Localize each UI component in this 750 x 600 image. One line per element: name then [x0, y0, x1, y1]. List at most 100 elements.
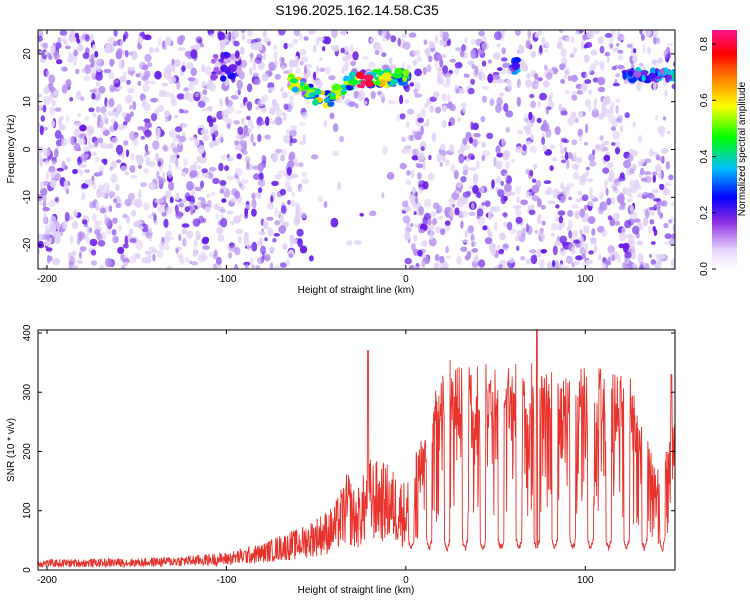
spectrogram-speckle: [73, 61, 77, 66]
spectrogram-speckle: [481, 85, 490, 91]
spectrogram-speckle: [461, 210, 469, 218]
spectrogram-cells: [38, 30, 675, 269]
spectrogram-speckle: [566, 182, 575, 188]
spectrogram-speckle: [156, 170, 160, 179]
spectrogram-speckle: [629, 179, 635, 188]
spectrogram-signal-blob: [210, 73, 218, 81]
spectrogram-speckle: [455, 47, 463, 52]
spectrogram-speckle: [467, 225, 475, 234]
spectrogram-speckle: [448, 144, 455, 153]
spectrogram-speckle: [496, 96, 503, 106]
spectrogram-speckle: [219, 98, 223, 107]
spectrogram-speckle: [288, 68, 293, 74]
spectrogram-speckle: [669, 238, 675, 247]
spectrogram-speckle: [290, 124, 298, 131]
spectrogram-speckle: [442, 82, 451, 88]
spectrogram-speckle: [664, 233, 673, 240]
spectrogram-speckle: [251, 198, 257, 209]
spectrogram-speckle: [124, 235, 129, 245]
spectrogram-speckle: [560, 155, 567, 159]
spectrogram-speckle: [575, 30, 580, 35]
spectrogram-speckle: [105, 205, 109, 213]
spectrogram-speckle: [127, 87, 135, 94]
spectrogram-speckle: [143, 34, 152, 41]
spectrogram-speckle: [119, 75, 127, 83]
spectrogram-speckle: [197, 165, 201, 170]
spectrogram-speckle: [662, 188, 671, 196]
spectrogram-speckle: [124, 31, 129, 39]
spectrogram-speckle: [292, 38, 299, 44]
spectrogram-speckle: [96, 64, 102, 73]
spectrogram-speckle: [319, 57, 323, 61]
snr-panel: -200 -100 0 100 0 100 200 300 400 Height of str…: [6, 324, 676, 596]
spectrogram-speckle: [653, 151, 658, 157]
spectrogram-speckle: [91, 92, 96, 100]
spectrogram-speckle: [418, 205, 424, 216]
spectrogram-speckle: [233, 120, 241, 125]
spectrogram-speckle: [457, 117, 461, 122]
spectrogram-speckle: [660, 200, 665, 207]
spectrogram-speckle: [607, 256, 612, 266]
spectrogram-speckle: [639, 261, 645, 266]
spectrogram-speckle: [254, 41, 260, 51]
spectrogram-speckle: [537, 214, 542, 220]
spectrogram-speckle: [108, 190, 114, 198]
spectrogram-speckle: [471, 248, 479, 253]
spectrogram-speckle: [413, 266, 420, 269]
spectrogram-speckle: [248, 163, 254, 171]
spectrogram-speckle: [195, 43, 201, 51]
spectrogram-speckle: [175, 166, 181, 171]
spectrogram-speckle: [228, 252, 233, 259]
spectrogram-speckle: [427, 218, 432, 226]
spectrogram-speckle: [644, 158, 652, 163]
spectrogram-speckle: [281, 91, 289, 99]
spectrogram-speckle: [166, 265, 173, 269]
spectrogram-speckle: [220, 217, 228, 228]
spectrogram-speckle: [76, 259, 83, 265]
spectrogram-speckle: [294, 202, 301, 209]
spectrogram-speckle: [606, 197, 612, 206]
spectrogram-speckle: [626, 43, 633, 48]
spectrogram-speckle: [289, 95, 294, 102]
spectrogram-speckle: [246, 160, 250, 170]
spectrogram-speckle: [162, 172, 166, 178]
spectrogram-speckle: [200, 199, 207, 209]
spectrogram-speckle: [38, 104, 43, 110]
spectrogram-speckle: [405, 179, 412, 186]
spectrogram-speckle: [639, 264, 645, 269]
spectrogram-speckle: [426, 118, 430, 127]
spectrogram-speckle: [38, 233, 41, 240]
spectrogram-speckle: [585, 166, 590, 171]
spectrogram-speckle: [670, 258, 675, 269]
spectrogram-speckle: [259, 172, 264, 181]
spectrogram-speckle: [573, 239, 581, 244]
spectrogram-speckle: [428, 41, 436, 49]
spectrogram-speckle: [58, 37, 65, 42]
spectrogram-speckle: [502, 243, 509, 249]
spectrogram-speckle: [128, 192, 135, 201]
spectrogram-speckle: [447, 38, 451, 46]
spectrogram-speckle: [332, 44, 340, 52]
spectrogram-speckle: [472, 184, 479, 194]
spectrogram-speckle: [87, 128, 95, 133]
spectrogram-speckle: [556, 41, 563, 50]
spectrogram-speckle: [563, 265, 569, 269]
spectrogram-speckle: [265, 116, 270, 127]
spectrogram-speckle: [415, 196, 419, 204]
spectrogram-speckle: [174, 114, 179, 119]
spectrogram-speckle: [122, 71, 127, 77]
spectrogram-speckle: [175, 192, 180, 201]
spectrogram-speckle: [261, 73, 269, 82]
spectrogram-speckle: [100, 191, 106, 198]
snr-series-line: [38, 330, 675, 569]
spectrogram-speckle: [439, 39, 444, 46]
spectrogram-speckle: [42, 180, 51, 187]
spectrogram-speckle: [423, 181, 429, 190]
spectrogram-speckle: [219, 214, 224, 219]
spectrogram-speckle: [39, 161, 43, 167]
spectrogram-speckle: [648, 193, 656, 200]
spectrogram-speckle: [496, 244, 501, 250]
spectrogram-speckle: [440, 228, 446, 236]
spectrogram-speckle: [54, 148, 59, 158]
spectrogram-speckle: [98, 85, 106, 94]
